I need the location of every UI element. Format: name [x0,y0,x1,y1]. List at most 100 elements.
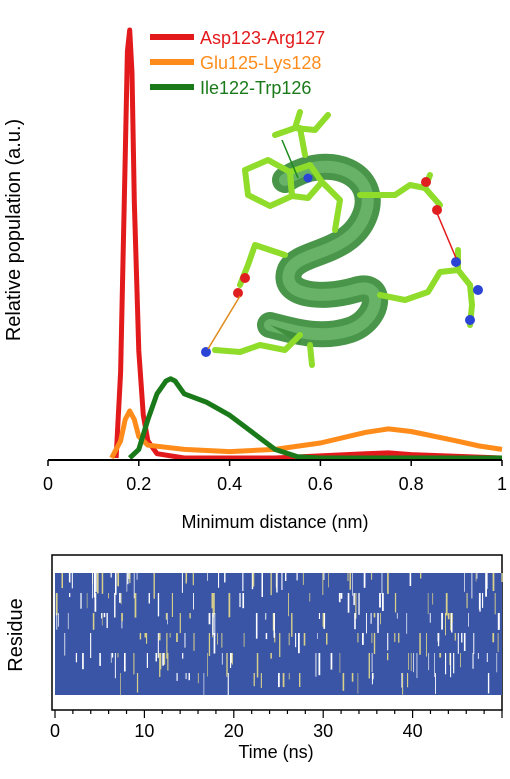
structure-stripe [114,653,116,679]
structure-stripe [213,633,216,654]
structure-stripe [188,673,190,681]
structure-stripe [445,613,446,636]
x-tick-label: 0.8 [399,474,424,494]
structure-stripe [270,573,272,596]
x-tick-label: 0.4 [217,474,242,494]
structure-stripe [463,633,466,651]
structure-stripe [454,633,456,641]
x-axis-label: Minimum distance (nm) [181,512,368,532]
structure-stripe [231,653,233,665]
structure-stripe [486,653,488,662]
structure-stripe [159,633,161,641]
structure-stripe [119,593,121,603]
data-lines [109,27,503,461]
structure-stripe [428,653,430,671]
time-tick-label: 30 [313,721,333,741]
structure-stripe [192,573,194,586]
structure-stripe [92,573,93,599]
structure-stripe [296,573,298,581]
structure-stripe [338,593,341,603]
structure-stripe [160,653,162,670]
structure-stripe [253,673,255,687]
structure-stripe [214,593,215,615]
structure-stripe [184,633,186,648]
structure-stripe [278,673,280,688]
structure-stripe [315,653,317,677]
structure-stripe [434,653,435,678]
structure-stripe [497,633,499,652]
structure-stripe [157,633,159,658]
structure-stripe [347,573,349,581]
structure-stripe [295,633,297,648]
structure-stripe [357,633,359,643]
structure-stripe [298,633,300,654]
structure-stripe [203,673,205,698]
structure-stripe [387,573,389,594]
helix-structure-illustration [201,109,483,368]
structure-stripe [426,633,427,657]
structure-stripe [128,573,130,579]
structure-stripe [482,593,484,608]
structure-stripe [330,653,333,670]
structure-stripe [101,573,104,594]
structure-stripe [155,653,157,662]
structure-stripe [197,673,199,684]
secondary-structure-timeline: Residue 0 10 20 30 40 Time (ns) [5,554,503,762]
structure-stripe [224,573,226,583]
y-axis-label: Relative population (a.u.) [3,119,25,341]
structure-stripe [299,673,301,687]
structure-stripe [377,613,379,633]
distance-distribution-plot: Relative population (a.u.) [3,27,507,532]
structure-stripe [381,573,383,595]
structure-stripe [498,613,500,630]
structure-stripe [439,653,442,658]
structure-stripe [106,613,108,629]
structure-stripe [261,573,263,597]
structure-stripe [242,593,245,609]
structure-stripe [396,613,398,619]
structure-stripe [115,573,117,595]
structure-stripe [95,573,97,592]
structure-stripe [317,633,318,639]
structure-stripe [450,653,452,678]
structure-stripe [165,613,168,620]
structure-stripe [103,613,106,618]
structure-stripe [285,573,287,581]
structure-stripe [357,673,359,694]
structure-stripe [181,573,183,593]
structure-stripe [420,573,422,579]
structure-stripe [445,653,447,675]
structure-stripe [363,573,366,588]
structure-stripe [372,673,374,680]
structure-stripe [117,653,119,658]
structure-stripe [207,653,208,677]
series-line-ile122-trp126 [127,376,502,461]
structure-stripe [265,613,267,620]
structure-stripe [67,613,69,630]
structure-stripe [255,613,258,639]
structure-stripe [477,653,479,659]
structure-stripe [265,633,268,640]
structure-stripe [318,613,321,619]
legend-label-asp123-arg127: Asp123-Arg127 [200,28,325,48]
structure-stripe [193,633,195,651]
structure-stripe [309,593,311,602]
time-tick-label: 10 [134,721,154,741]
structure-stripe [276,573,278,593]
structure-stripe [114,593,116,618]
structure-stripe [101,613,103,626]
structure-stripe [371,573,373,580]
structure-stripe [159,653,161,677]
structure-stripe [169,633,171,638]
structure-stripe [322,573,324,595]
structure-stripe [435,673,436,694]
structure-stripe [486,573,488,589]
structure-stripe [270,653,272,659]
structure-stripe [56,613,58,630]
structure-stripe [441,613,443,630]
structure-stripe [214,613,216,637]
structure-stripe [432,593,434,605]
structure-stripe [134,593,137,618]
structure-stripe [75,653,78,663]
